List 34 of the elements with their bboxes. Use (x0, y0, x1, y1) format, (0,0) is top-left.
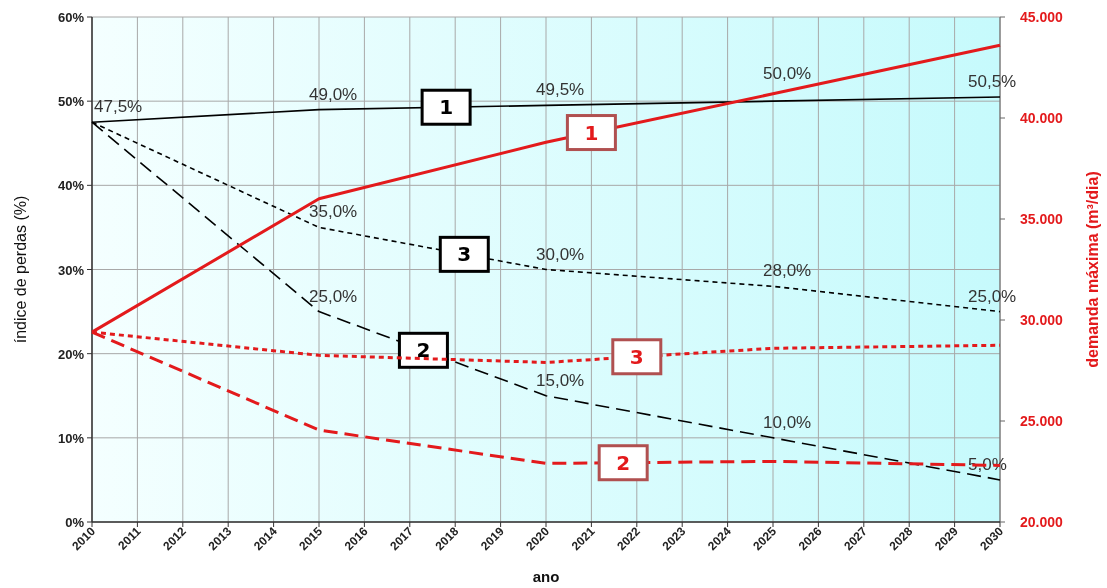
series-label: 3 (457, 242, 472, 267)
data-label: 10,0% (763, 412, 812, 432)
data-label: 25,0% (968, 286, 1017, 306)
series-label: 2 (616, 450, 631, 475)
data-label: 15,0% (536, 370, 585, 390)
y2-tick-label: 35.000 (1020, 211, 1064, 227)
y2-tick-label: 20.000 (1020, 514, 1064, 530)
y2-tick-label: 45.000 (1020, 9, 1064, 25)
y-tick-label: 0% (65, 515, 85, 530)
y-tick-label: 10% (57, 430, 85, 446)
series-label: 1 (439, 95, 454, 120)
y-tick-label: 20% (57, 346, 85, 362)
y2-tick-label: 25.000 (1020, 413, 1064, 429)
series-label: 3 (629, 344, 644, 369)
data-label: 49,5% (536, 80, 585, 100)
data-label: 35,0% (309, 202, 358, 222)
data-label: 50,5% (968, 71, 1017, 91)
data-label: 28,0% (763, 261, 812, 281)
data-label: 49,0% (309, 84, 358, 104)
y-tick-label: 30% (57, 262, 85, 278)
y-axis-title: índice de perdas (%) (12, 195, 29, 344)
y2-tick-label: 30.000 (1020, 312, 1064, 328)
data-label: 30,0% (536, 244, 585, 264)
data-label: 25,0% (309, 286, 358, 306)
data-label: 50,0% (763, 64, 812, 84)
y2-tick-label: 40.000 (1020, 110, 1064, 126)
y2-axis-title: demanda máxima (m³/dia) (1084, 171, 1101, 368)
y-tick-label: 40% (57, 178, 85, 194)
y-tick-label: 50% (57, 94, 85, 110)
series-label: 1 (584, 120, 599, 145)
y-tick-label: 60% (57, 10, 85, 25)
x-axis-title: ano (532, 568, 560, 585)
series-label: 2 (416, 338, 431, 363)
data-label: 47,5% (94, 97, 143, 117)
